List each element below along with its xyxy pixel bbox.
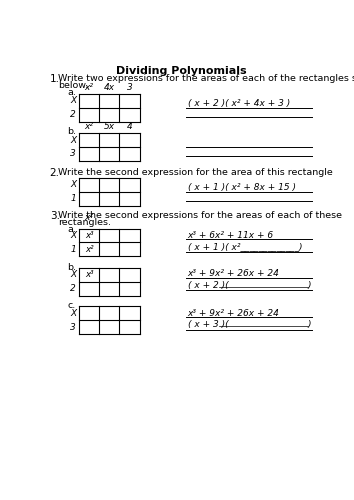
Text: X: X xyxy=(70,136,76,144)
Text: X: X xyxy=(70,231,76,240)
Text: 2.: 2. xyxy=(50,168,60,178)
Text: 3.: 3. xyxy=(50,211,60,221)
Text: X: X xyxy=(70,180,76,189)
Text: 1: 1 xyxy=(70,245,76,254)
Text: ): ) xyxy=(308,320,311,330)
Text: a.: a. xyxy=(68,225,76,234)
Text: 5x: 5x xyxy=(104,122,115,131)
Text: Dividing Polynomials: Dividing Polynomials xyxy=(116,66,247,76)
Text: x³ + 9x² + 26x + 24: x³ + 9x² + 26x + 24 xyxy=(188,308,280,318)
Text: X: X xyxy=(70,309,76,318)
Text: ( x + 2 )(: ( x + 2 )( xyxy=(188,281,228,290)
Text: x³ + 6x² + 11x + 6: x³ + 6x² + 11x + 6 xyxy=(188,231,274,240)
Text: Write the second expression for the area of this rectangle: Write the second expression for the area… xyxy=(58,168,333,177)
Text: 2: 2 xyxy=(70,284,76,293)
Text: below.: below. xyxy=(58,81,88,90)
Text: 3: 3 xyxy=(70,322,76,332)
Text: 1.: 1. xyxy=(50,74,60,84)
Text: 3: 3 xyxy=(127,82,132,92)
Text: 2: 2 xyxy=(70,110,76,119)
Text: ): ) xyxy=(308,281,311,290)
Text: ( x + 2 )( x² + 4x + 3 ): ( x + 2 )( x² + 4x + 3 ) xyxy=(188,100,290,108)
Text: ( x + 3 )(: ( x + 3 )( xyxy=(188,320,228,330)
Text: a.: a. xyxy=(68,88,76,96)
Text: X: X xyxy=(70,270,76,280)
Text: Write two expressions for the areas of each of the rectangles shown: Write two expressions for the areas of e… xyxy=(58,74,354,83)
Text: X: X xyxy=(70,96,76,106)
Text: x³: x³ xyxy=(85,231,93,240)
Text: x³ + 9x² + 26x + 24: x³ + 9x² + 26x + 24 xyxy=(188,270,280,278)
Text: 3: 3 xyxy=(70,150,76,158)
Text: 4: 4 xyxy=(127,122,132,131)
Text: b.: b. xyxy=(68,127,76,136)
Text: Write the second expressions for the areas of each of these: Write the second expressions for the are… xyxy=(58,211,342,220)
Text: 4x: 4x xyxy=(104,82,115,92)
Text: x²: x² xyxy=(85,82,94,92)
Text: b.: b. xyxy=(68,262,76,272)
Text: x²: x² xyxy=(85,245,93,254)
Text: x²: x² xyxy=(85,214,94,222)
Text: x³: x³ xyxy=(85,270,93,280)
Text: c.: c. xyxy=(68,301,76,310)
Text: 1: 1 xyxy=(70,194,76,203)
Text: ( x + 1 )( x²_____________): ( x + 1 )( x²_____________) xyxy=(188,242,302,252)
Text: rectangles.: rectangles. xyxy=(58,218,111,227)
Text: x²: x² xyxy=(85,122,94,131)
Text: ( x + 1 )( x² + 8x + 15 ): ( x + 1 )( x² + 8x + 15 ) xyxy=(188,183,296,192)
